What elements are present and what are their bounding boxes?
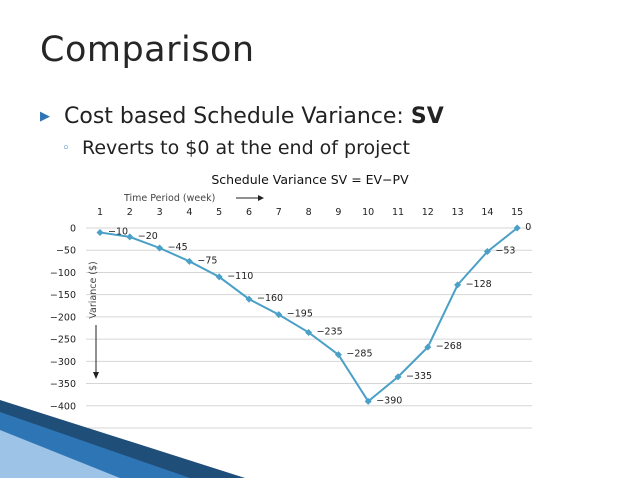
y-tick-label: 0: [70, 224, 76, 235]
data-labels: −10 −20 −45 −75 −110 −160 −195 −235 −285 −390 −335…: [108, 222, 531, 406]
y-axis-label: Variance ($): [88, 261, 99, 319]
data-label: −390: [376, 395, 402, 406]
x-tick-label: 10: [362, 207, 374, 218]
data-points: [96, 224, 521, 405]
bullet-text: Cost based Schedule Variance:: [64, 104, 411, 129]
data-point: [126, 233, 134, 241]
data-point: [424, 343, 432, 351]
data-label: −235: [317, 326, 343, 337]
data-label: 0: [525, 222, 531, 233]
data-label: −10: [108, 226, 128, 237]
y-tick-label: −350: [50, 379, 76, 390]
data-label: −268: [436, 341, 462, 352]
data-point: [275, 311, 283, 319]
data-label: −53: [495, 246, 515, 257]
x-tick-label: 12: [422, 207, 434, 218]
chart-title: Schedule Variance SV = EV−PV: [211, 172, 409, 187]
x-tick-label: 1: [97, 207, 103, 218]
x-tick-label: 14: [481, 207, 493, 218]
y-tick-label: −200: [50, 312, 76, 323]
data-label: −128: [466, 279, 492, 290]
data-label: −335: [406, 371, 432, 382]
x-tick-label: 9: [335, 207, 341, 218]
data-point: [305, 328, 313, 336]
y-tick-label: −300: [50, 357, 76, 368]
data-label: −20: [138, 231, 158, 242]
data-label: −45: [168, 242, 188, 253]
data-point: [394, 373, 402, 381]
x-tick-label: 8: [306, 207, 312, 218]
sub-bullet-text: Reverts to $0 at the end of project: [82, 137, 410, 159]
data-point: [96, 228, 104, 236]
data-label: −160: [257, 293, 283, 304]
data-point: [245, 295, 253, 303]
data-label: −110: [227, 271, 253, 282]
x-axis-arrow: [236, 195, 264, 201]
slide-title: Comparison: [40, 30, 255, 70]
x-tick-label: 3: [157, 207, 163, 218]
x-tick-label: 6: [246, 207, 252, 218]
x-tick-label: 7: [276, 207, 282, 218]
data-label: −285: [346, 349, 372, 360]
bullet-bold-text: SV: [410, 104, 444, 129]
y-tick-label: −400: [50, 401, 76, 412]
data-point: [364, 397, 372, 405]
x-tick-labels: 1 2 3 4 5 6 7 8 9 10 11 12 13 14 15: [97, 207, 523, 218]
data-point: [334, 351, 342, 359]
x-tick-label: 5: [216, 207, 222, 218]
x-tick-label: 13: [452, 207, 464, 218]
y-tick-label: −50: [56, 246, 76, 257]
bullet-item: ▶ Cost based Schedule Variance: SV: [40, 104, 444, 129]
data-point: [215, 273, 223, 281]
sub-bullet-item: ◦ Reverts to $0 at the end of project: [62, 137, 410, 159]
data-label: −75: [197, 255, 217, 266]
y-tick-label: −150: [50, 290, 76, 301]
data-point: [483, 248, 491, 256]
y-axis-arrow: [93, 325, 99, 379]
x-tick-label: 2: [127, 207, 133, 218]
data-point: [185, 257, 193, 265]
x-tick-label: 11: [392, 207, 404, 218]
x-tick-label: 15: [511, 207, 523, 218]
ring-bullet-icon: ◦: [62, 141, 70, 156]
data-point: [454, 281, 462, 289]
y-tick-label: −250: [50, 335, 76, 346]
triangle-bullet-icon: ▶: [40, 109, 50, 124]
data-point: [156, 244, 164, 252]
x-axis-label: Time Period (week): [123, 193, 215, 204]
y-tick-label: −100: [50, 268, 76, 279]
x-tick-label: 4: [186, 207, 192, 218]
data-point: [513, 224, 521, 232]
data-label: −195: [287, 309, 313, 320]
